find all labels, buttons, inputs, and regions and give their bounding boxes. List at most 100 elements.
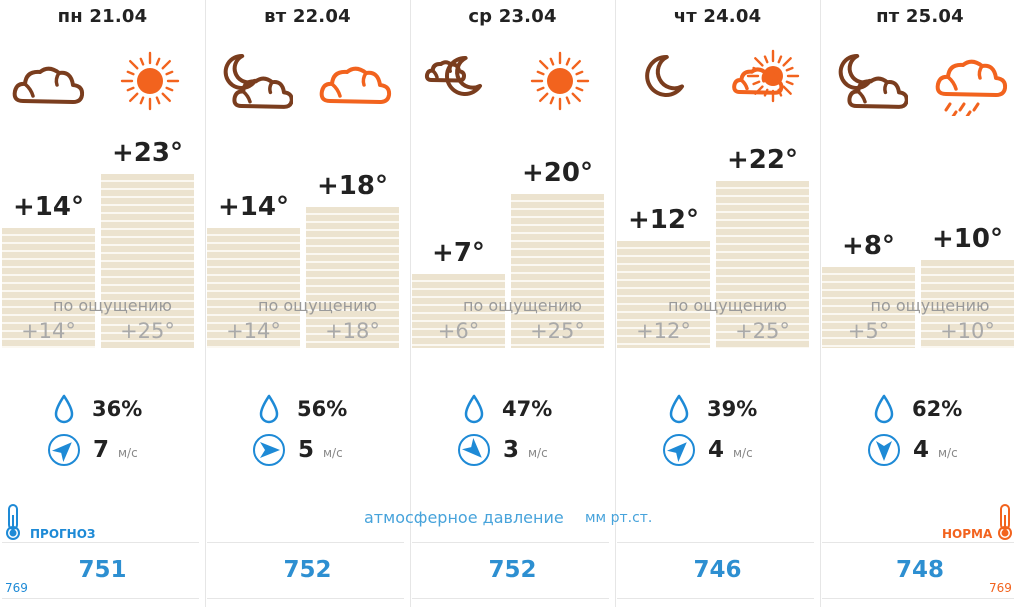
feels-like-night: +5°: [847, 319, 890, 343]
moon-cloud-icon: [223, 53, 293, 109]
sun-cloud-icon: [732, 49, 800, 103]
cloud-moon-icon: [424, 55, 482, 96]
day-temp: +20°: [522, 158, 593, 188]
feels-like-day: +10°: [940, 319, 995, 343]
pressure-divider-bottom: [822, 598, 1014, 599]
column-divider: [410, 0, 411, 607]
humidity-value: 56%: [297, 397, 348, 421]
wind-direction-icon: [48, 434, 80, 466]
pressure-title: атмосферное давление: [364, 508, 564, 527]
droplet-icon: [259, 394, 279, 424]
forecast-label: ПРОГНОЗ: [30, 527, 96, 541]
wind-speed: 3: [503, 437, 520, 463]
feels-like-day: +25°: [735, 319, 790, 343]
feels-like-night: +14°: [21, 319, 76, 343]
day-column[interactable]: вт 22.04 +14° +18° по ощущению +14° +18°…: [205, 0, 411, 607]
pressure-divider-top: [822, 542, 1014, 543]
pressure-scale-left: 769: [5, 581, 28, 595]
day-temp: +18°: [317, 171, 388, 201]
day-date: пт 25.04: [876, 6, 964, 27]
wind-speed: 7: [93, 437, 110, 463]
pressure-divider-top: [2, 542, 199, 543]
wind-speed: 5: [298, 437, 315, 463]
night-temp: +12°: [628, 205, 699, 235]
night-temp: +14°: [13, 192, 84, 222]
wind-direction-icon: [253, 434, 285, 466]
night-temp: +7°: [432, 238, 485, 268]
feels-like-label: по ощущению: [668, 296, 787, 315]
wind-speed: 4: [913, 437, 930, 463]
pressure-unit: мм рт.ст.: [585, 510, 653, 526]
day-temp: +10°: [932, 224, 1003, 254]
humidity-value: 62%: [912, 397, 963, 421]
thermometer-norm-icon: [998, 504, 1012, 540]
rain-cloud-icon: [935, 59, 1008, 116]
day-date: вт 22.04: [264, 6, 351, 27]
cloudy-icon: [12, 66, 85, 104]
cloudy-icon: [319, 66, 392, 104]
humidity-value: 47%: [502, 397, 553, 421]
night-temp-bar: [822, 267, 915, 348]
wind-unit: м/с: [528, 446, 548, 460]
day-column[interactable]: ср 23.04 +7° +20° по ощущению +6° +25° 4…: [410, 0, 616, 607]
humidity-value: 39%: [707, 397, 758, 421]
feels-like-label: по ощущению: [463, 296, 582, 315]
night-temp: +8°: [842, 231, 895, 261]
night-temp-bar: [207, 228, 300, 348]
day-date: пн 21.04: [57, 6, 148, 27]
wind-direction-icon: [458, 434, 490, 466]
droplet-icon: [54, 394, 74, 424]
moon-icon: [645, 54, 684, 97]
pressure-scale-right: 769: [989, 581, 1012, 595]
pressure-divider-bottom: [412, 598, 609, 599]
pressure-value: 752: [283, 557, 332, 583]
wind-unit: м/с: [938, 446, 958, 460]
humidity-value: 36%: [92, 397, 143, 421]
sun-icon: [530, 51, 590, 111]
moon-cloud-icon: [838, 53, 908, 109]
column-divider: [820, 0, 821, 607]
pressure-value: 751: [78, 557, 127, 583]
day-temp: +22°: [727, 145, 798, 175]
day-temp-bar: [306, 207, 399, 348]
column-divider: [205, 0, 206, 607]
night-temp: +14°: [218, 192, 289, 222]
droplet-icon: [669, 394, 689, 424]
day-date: чт 24.04: [673, 6, 762, 27]
day-temp-bar: [511, 194, 604, 348]
feels-like-label: по ощущению: [53, 296, 172, 315]
pressure-value: 752: [488, 557, 537, 583]
wind-direction-icon: [663, 434, 695, 466]
norm-label: НОРМА: [942, 527, 993, 541]
day-column[interactable]: пт 25.04 +8° +10° по ощущению +5° +10° 6…: [820, 0, 1020, 607]
feels-like-day: +25°: [530, 319, 585, 343]
feels-like-night: +6°: [437, 319, 480, 343]
wind-unit: м/с: [323, 446, 343, 460]
wind-direction-icon: [868, 434, 900, 466]
pressure-value: 748: [895, 557, 944, 583]
night-temp-bar: [2, 228, 95, 348]
night-temp-bar: [617, 241, 710, 348]
wind-unit: м/с: [118, 446, 138, 460]
day-temp-bar: [101, 174, 194, 348]
wind-speed: 4: [708, 437, 725, 463]
day-column[interactable]: пн 21.04 +14° +23° по ощущению +14° +25°…: [0, 0, 206, 607]
wind-unit: м/с: [733, 446, 753, 460]
pressure-divider-top: [207, 542, 404, 543]
day-column[interactable]: чт 24.04 +12° +22° по ощущению +12° +25°…: [615, 0, 821, 607]
day-temp: +23°: [112, 138, 183, 168]
day-temp-bar: [716, 181, 809, 348]
feels-like-day: +18°: [325, 319, 380, 343]
sun-icon: [120, 51, 180, 111]
feels-like-label: по ощущению: [870, 296, 990, 315]
feels-like-label: по ощущению: [258, 296, 377, 315]
pressure-divider-bottom: [617, 598, 814, 599]
feels-like-day: +25°: [120, 319, 175, 343]
feels-like-night: +12°: [636, 319, 691, 343]
feels-like-night: +14°: [226, 319, 281, 343]
night-temp-bar: [412, 274, 505, 348]
pressure-divider-bottom: [207, 598, 404, 599]
droplet-icon: [874, 394, 894, 424]
pressure-divider-bottom: [2, 598, 199, 599]
